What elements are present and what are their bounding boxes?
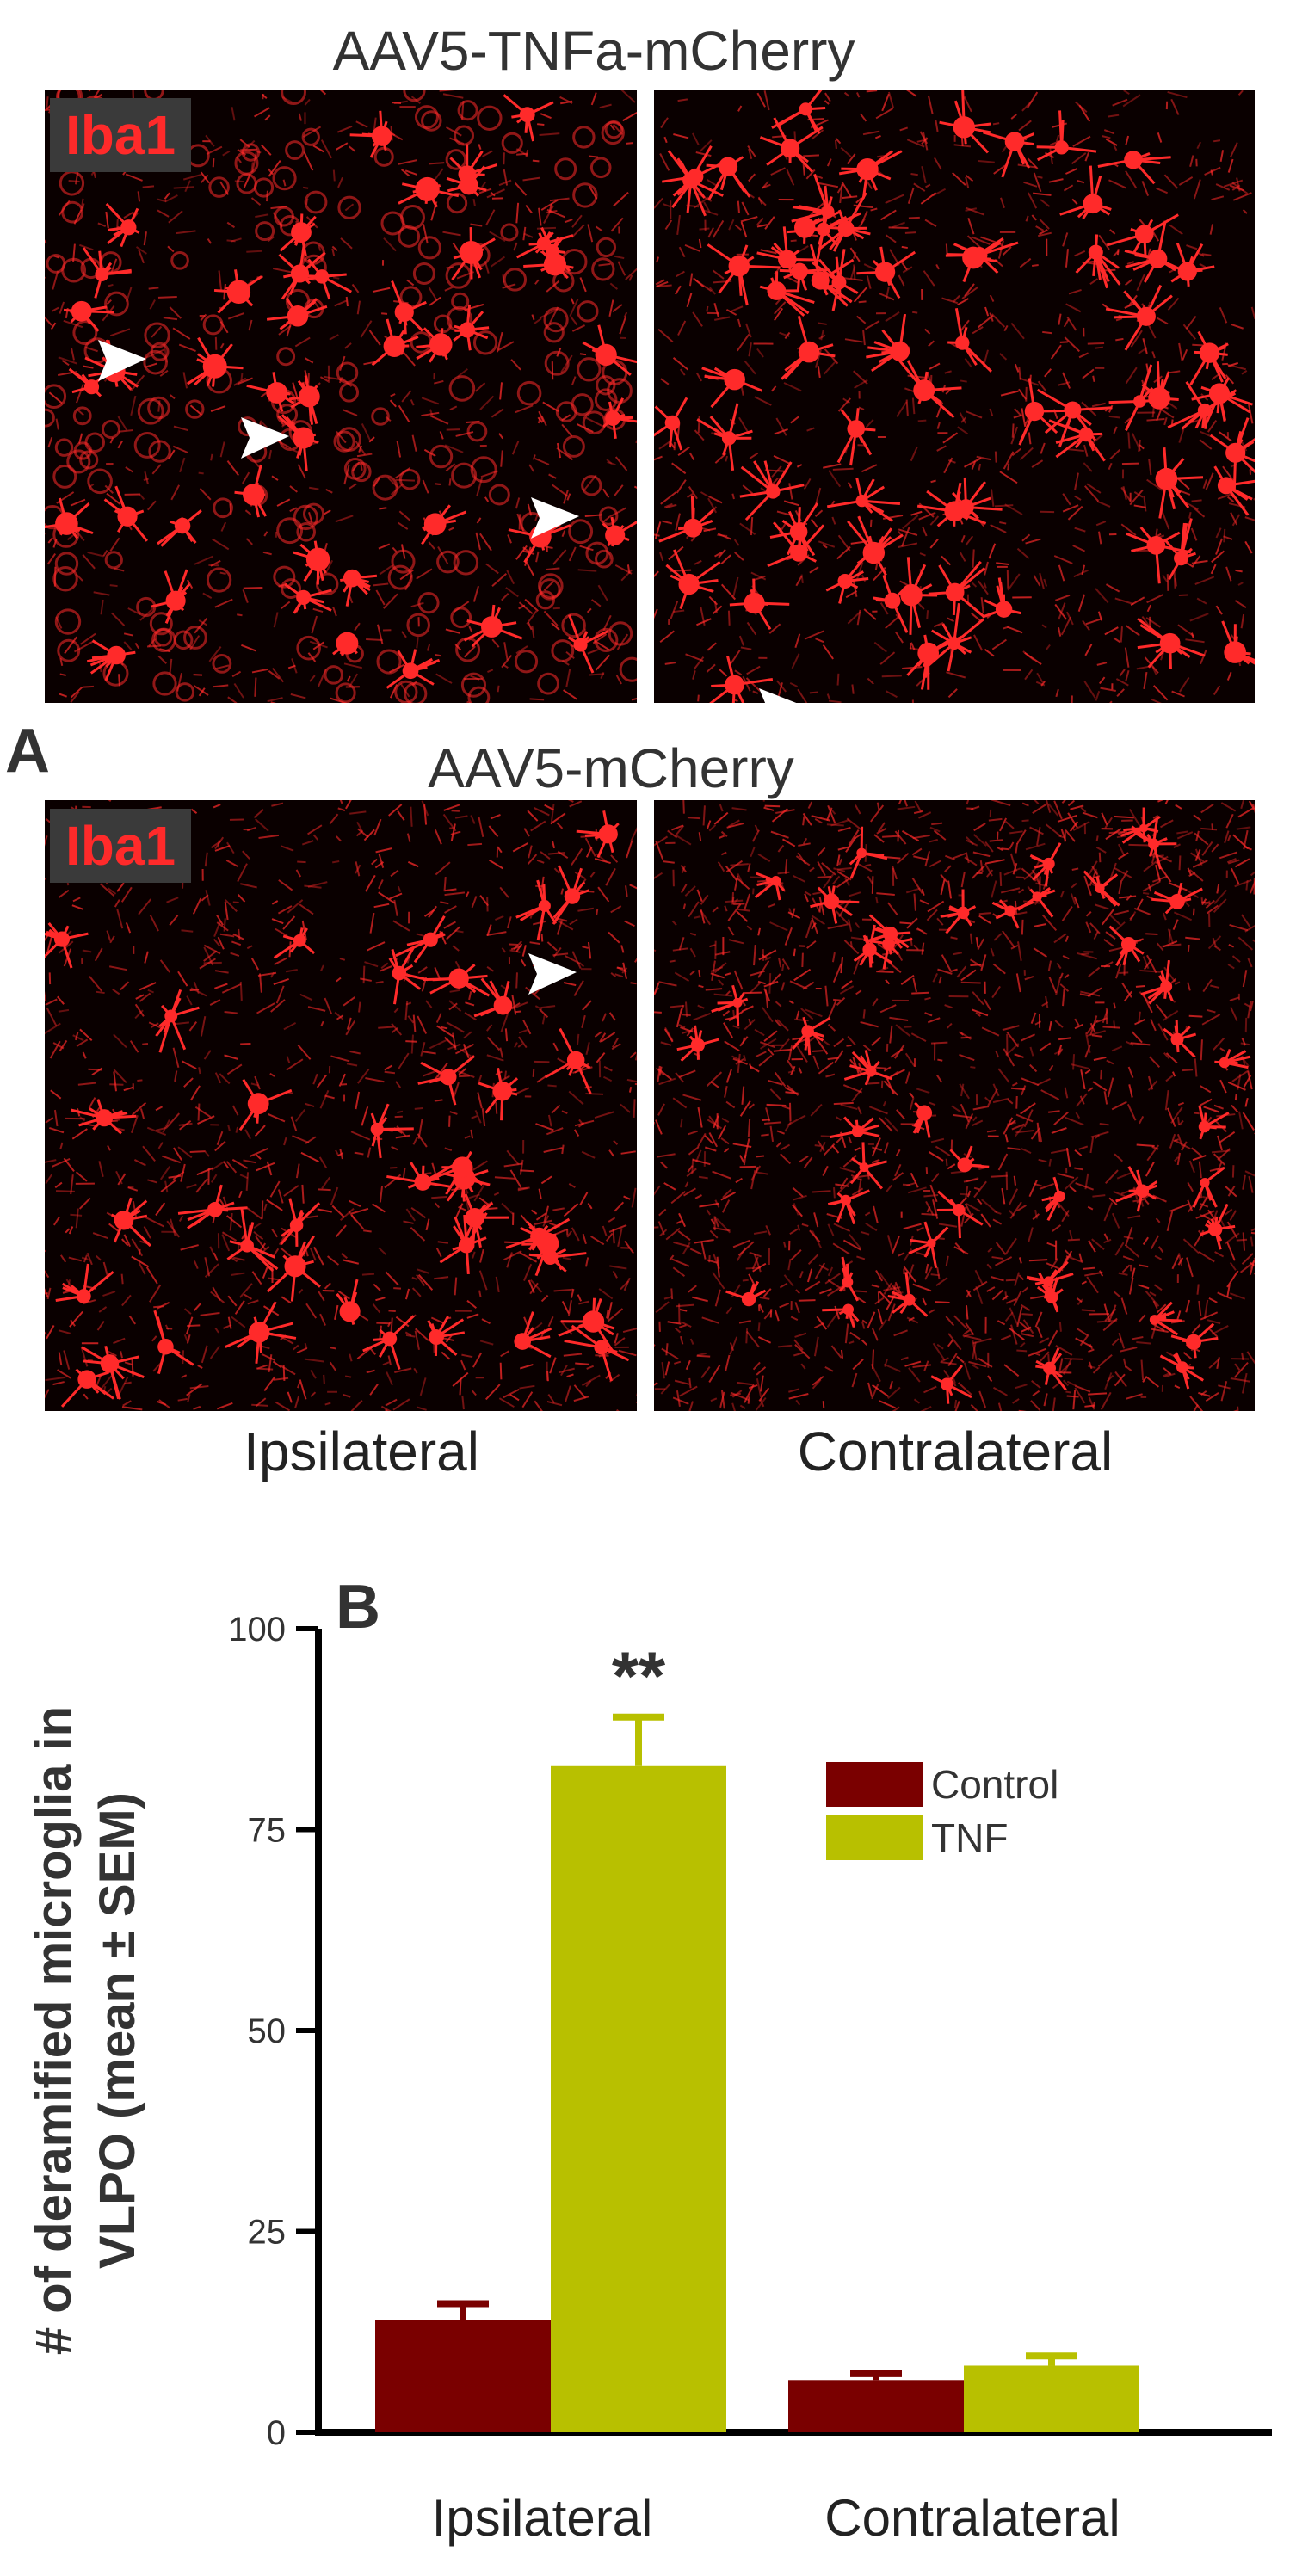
row-title-mcherry: AAV5-mCherry	[428, 737, 794, 799]
arrowhead-1	[759, 688, 797, 703]
micro-svg-1	[45, 90, 637, 703]
legend-label-tnf: TNF	[931, 1815, 1008, 1860]
arrowhead-1	[528, 953, 577, 995]
panel-letter-a: A	[5, 717, 50, 786]
microglia-layer	[676, 807, 1251, 1404]
micro-svg-4	[654, 800, 1255, 1411]
y-axis-label-line-2: VLPO (mean ± SEM)	[89, 1792, 145, 2269]
bar-tnf-ipsilateral	[551, 1765, 726, 2432]
x-category-label: Ipsilateral	[432, 2489, 653, 2547]
column-label-contralateral: Contralateral	[797, 1420, 1114, 1482]
micrograph-mcherry-contralateral	[654, 800, 1255, 1411]
x-category-label: Contralateral	[824, 2489, 1120, 2547]
y-tick-label: 25	[248, 2214, 287, 2252]
micro-svg-2	[654, 90, 1255, 703]
y-tick-label: 50	[248, 2012, 287, 2050]
micrograph-tnfa-ipsilateral	[45, 90, 637, 703]
microglia-layer	[654, 90, 1255, 703]
microglia-layer	[45, 94, 637, 689]
panel-letter-b: B	[336, 1573, 380, 1642]
significance-annotation: **	[612, 1638, 666, 1715]
texture-layer	[45, 90, 637, 703]
arrowhead-2	[241, 417, 289, 459]
micrograph-mcherry-ipsilateral	[45, 800, 637, 1411]
y-axis-label-line-1: # of deramified microglia in	[26, 1706, 82, 2355]
bar-control-contralateral	[788, 2380, 964, 2432]
bar-tnf-contralateral	[964, 2365, 1139, 2432]
micrograph-tnfa-contralateral	[654, 90, 1255, 703]
stain-label-tnfa: Iba1	[50, 98, 192, 172]
arrowhead-3	[531, 497, 579, 539]
microglia-layer	[45, 810, 630, 1408]
stain-label-mcherry: Iba1	[50, 809, 192, 883]
y-tick-label: 100	[228, 1611, 286, 1649]
bar-chart: B 0 25 50 75 100 # of deramified microglia in V…	[26, 1573, 1272, 2547]
legend-label-control: Control	[931, 1762, 1058, 1807]
legend-swatch-tnf	[826, 1815, 923, 1860]
row-title-tnfa: AAV5-TNFa-mCherry	[332, 20, 855, 82]
micro-svg-3	[45, 800, 637, 1411]
y-tick-label: 0	[267, 2414, 286, 2452]
legend-swatch-control	[826, 1762, 923, 1807]
bar-control-ipsilateral	[375, 2320, 551, 2432]
texture-layer	[45, 800, 637, 1411]
y-tick-label: 75	[248, 1812, 287, 1850]
column-label-ipsilateral: Ipsilateral	[244, 1420, 479, 1482]
arrowhead-1	[98, 340, 146, 381]
